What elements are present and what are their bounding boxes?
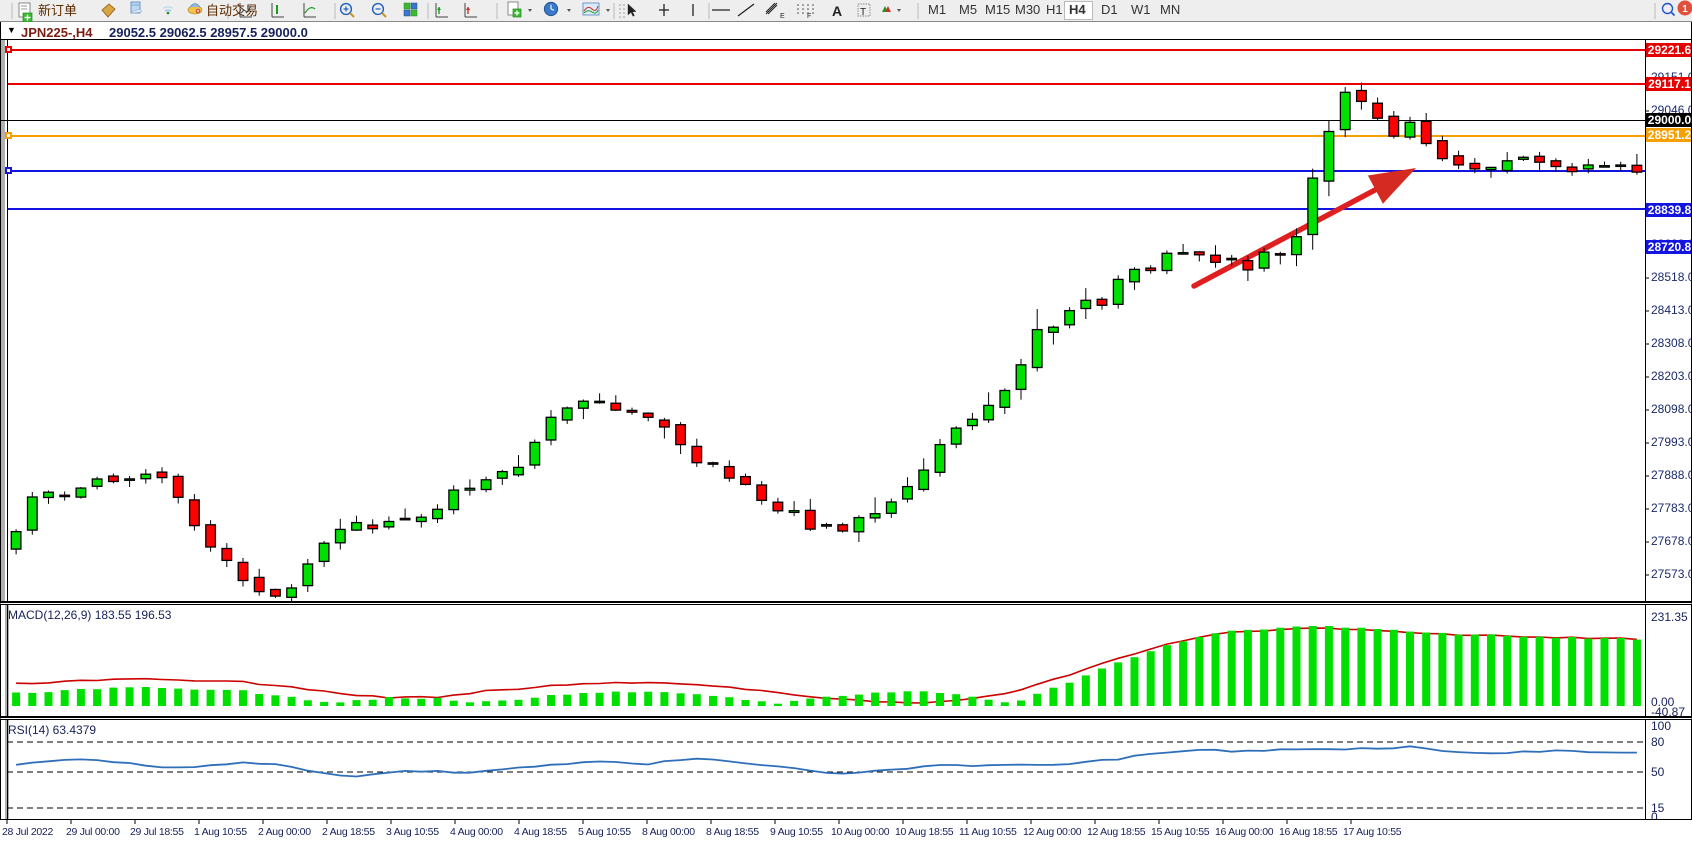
svg-text:27573.0: 27573.0 (1651, 567, 1692, 581)
svg-text:27678.0: 27678.0 (1651, 534, 1692, 548)
svg-text:231.35: 231.35 (1651, 610, 1688, 624)
svg-text:28518.0: 28518.0 (1651, 270, 1692, 284)
svg-text:0: 0 (1651, 810, 1658, 820)
svg-text:28308.0: 28308.0 (1651, 336, 1692, 350)
svg-text:27993.0: 27993.0 (1651, 435, 1692, 449)
svg-text:28413.0: 28413.0 (1651, 303, 1692, 317)
svg-text:1: 1 (1682, 4, 1688, 15)
svg-text:28098.0: 28098.0 (1651, 402, 1692, 416)
svg-text:29256.0: 29256.0 (1651, 40, 1692, 41)
svg-text:50: 50 (1651, 765, 1665, 779)
svg-text:27783.0: 27783.0 (1651, 501, 1692, 515)
svg-text:80: 80 (1651, 735, 1665, 749)
svg-text:28203.0: 28203.0 (1651, 369, 1692, 383)
svg-text:27888.0: 27888.0 (1651, 468, 1692, 482)
svg-text:-40.87: -40.87 (1651, 705, 1685, 717)
svg-text:100: 100 (1651, 720, 1671, 733)
